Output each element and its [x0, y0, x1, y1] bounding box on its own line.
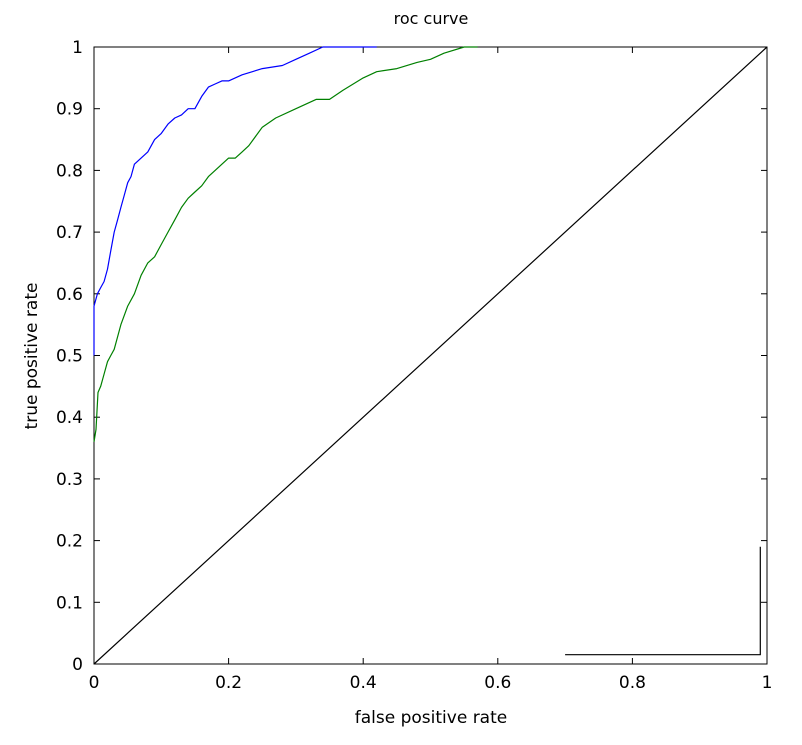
- y-axis-ticks: 0 0.1 0.2 0.3 0.4 0.5 0.6 0.7 0.8 0.9 1: [56, 38, 767, 675]
- x-tick-label: 0.2: [215, 673, 242, 693]
- y-tick-label: 0.9: [56, 100, 83, 120]
- series-layer: [93, 46, 768, 665]
- y-tick-label: 0.6: [56, 285, 83, 305]
- y-tick-label: 0.3: [56, 470, 83, 490]
- x-tick-label: 0.8: [619, 673, 646, 693]
- y-tick-label: 0.2: [56, 532, 83, 552]
- series-line-4: [565, 546, 761, 656]
- chart-title: roc curve: [394, 9, 469, 28]
- y-tick-label: 0.8: [56, 161, 83, 181]
- x-tick-label: 1: [762, 673, 773, 693]
- series-line-1: [93, 46, 377, 356]
- y-tick-label: 0.5: [56, 347, 83, 367]
- y-tick-label: 0.7: [56, 223, 83, 243]
- series-line-2: [93, 46, 478, 442]
- x-axis-ticks: 0 0.2 0.4 0.6 0.8 1: [89, 47, 773, 693]
- x-tick-label: 0.6: [484, 673, 511, 693]
- x-tick-label: 0.4: [350, 673, 377, 693]
- y-axis-label: true positive rate: [22, 283, 42, 430]
- y-tick-label: 0: [72, 655, 83, 675]
- series-line-3: [93, 46, 768, 665]
- x-tick-label: 0: [89, 673, 100, 693]
- x-axis-label: false positive rate: [355, 708, 507, 728]
- y-tick-label: 0.4: [56, 408, 83, 428]
- y-tick-label: 1: [72, 38, 83, 58]
- y-tick-label: 0.1: [56, 593, 83, 613]
